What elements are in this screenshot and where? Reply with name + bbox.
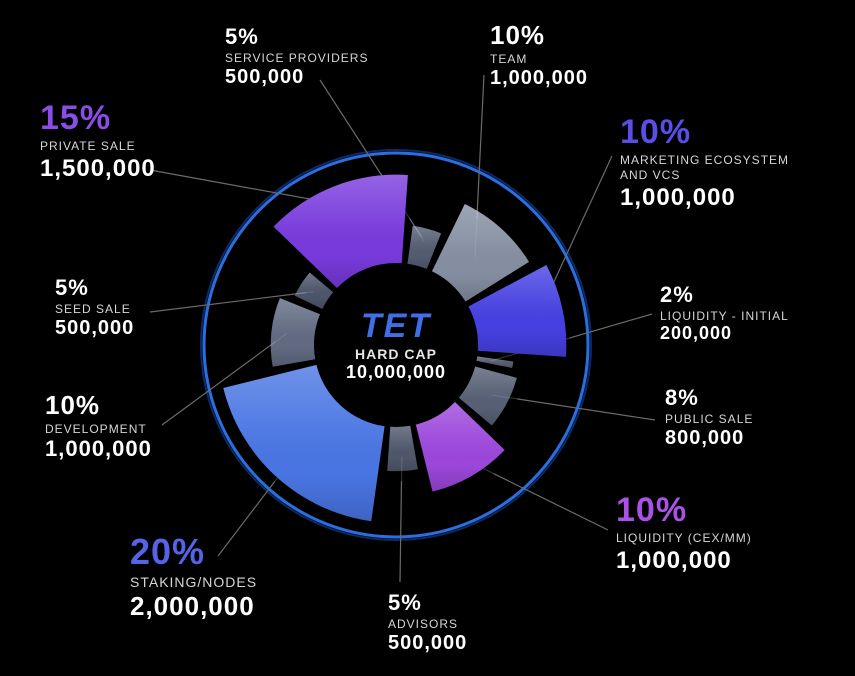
label-amount: 1,500,000 <box>40 154 156 183</box>
label-staking: 20%STAKING/NODES2,000,000 <box>130 530 257 623</box>
label-advisors: 5%ADVISORS500,000 <box>388 590 467 656</box>
label-name: LIQUIDITY (CEX/MM) <box>616 531 752 546</box>
label-name: PRIVATE SALE <box>40 139 156 154</box>
label-pct: 10% <box>490 20 588 52</box>
label-marketing: 10%MARKETING ECOSYSTEM AND VCS1,000,000 <box>620 112 789 212</box>
label-pct: 2% <box>660 282 789 309</box>
label-pct: 8% <box>665 385 753 412</box>
label-public_sale: 8%PUBLIC SALE800,000 <box>665 385 753 451</box>
label-name: TEAM <box>490 52 588 67</box>
label-name: ADVISORS <box>388 617 467 632</box>
center-cap-value: 10,000,000 <box>346 362 446 383</box>
label-amount: 1,000,000 <box>620 183 789 212</box>
label-pct: 5% <box>225 24 368 51</box>
label-team: 10%TEAM1,000,000 <box>490 20 588 91</box>
label-amount: 200,000 <box>660 323 789 345</box>
label-pct: 10% <box>620 112 789 153</box>
label-amount: 1,000,000 <box>45 436 152 463</box>
label-name: LIQUIDITY - INITIAL <box>660 309 789 324</box>
label-seed_sale: 5%SEED SALE500,000 <box>55 275 134 341</box>
label-service_providers: 5%SERVICE PROVIDERS500,000 <box>225 24 368 90</box>
label-liquidity_initial: 2%LIQUIDITY - INITIAL200,000 <box>660 282 789 345</box>
label-pct: 5% <box>55 275 134 302</box>
center-ticker: TET <box>346 307 446 346</box>
label-amount: 1,000,000 <box>616 546 752 575</box>
label-development: 10%DEVELOPMENT1,000,000 <box>45 390 152 463</box>
center-cap-text: HARD CAP <box>346 346 446 362</box>
label-amount: 2,000,000 <box>130 591 257 623</box>
label-name: SEED SALE <box>55 302 134 317</box>
label-amount: 800,000 <box>665 426 753 450</box>
label-amount: 500,000 <box>55 316 134 340</box>
tokenomics-chart: TET HARD CAP 10,000,000 10%TEAM1,000,000… <box>0 0 855 676</box>
label-name: DEVELOPMENT <box>45 422 152 437</box>
label-pct: 20% <box>130 530 257 574</box>
label-pct: 15% <box>40 98 156 139</box>
chart-center: TET HARD CAP 10,000,000 <box>346 307 446 383</box>
label-name: PUBLIC SALE <box>665 412 753 427</box>
label-name: MARKETING ECOSYSTEM AND VCS <box>620 153 789 182</box>
label-amount: 1,000,000 <box>490 66 588 90</box>
label-private_sale: 15%PRIVATE SALE1,500,000 <box>40 98 156 183</box>
label-pct: 10% <box>45 390 152 422</box>
label-amount: 500,000 <box>388 631 467 655</box>
label-name: STAKING/NODES <box>130 574 257 591</box>
label-name: SERVICE PROVIDERS <box>225 51 368 66</box>
label-pct: 5% <box>388 590 467 617</box>
label-liquidity_cex: 10%LIQUIDITY (CEX/MM)1,000,000 <box>616 490 752 575</box>
label-amount: 500,000 <box>225 65 368 89</box>
label-pct: 10% <box>616 490 752 531</box>
